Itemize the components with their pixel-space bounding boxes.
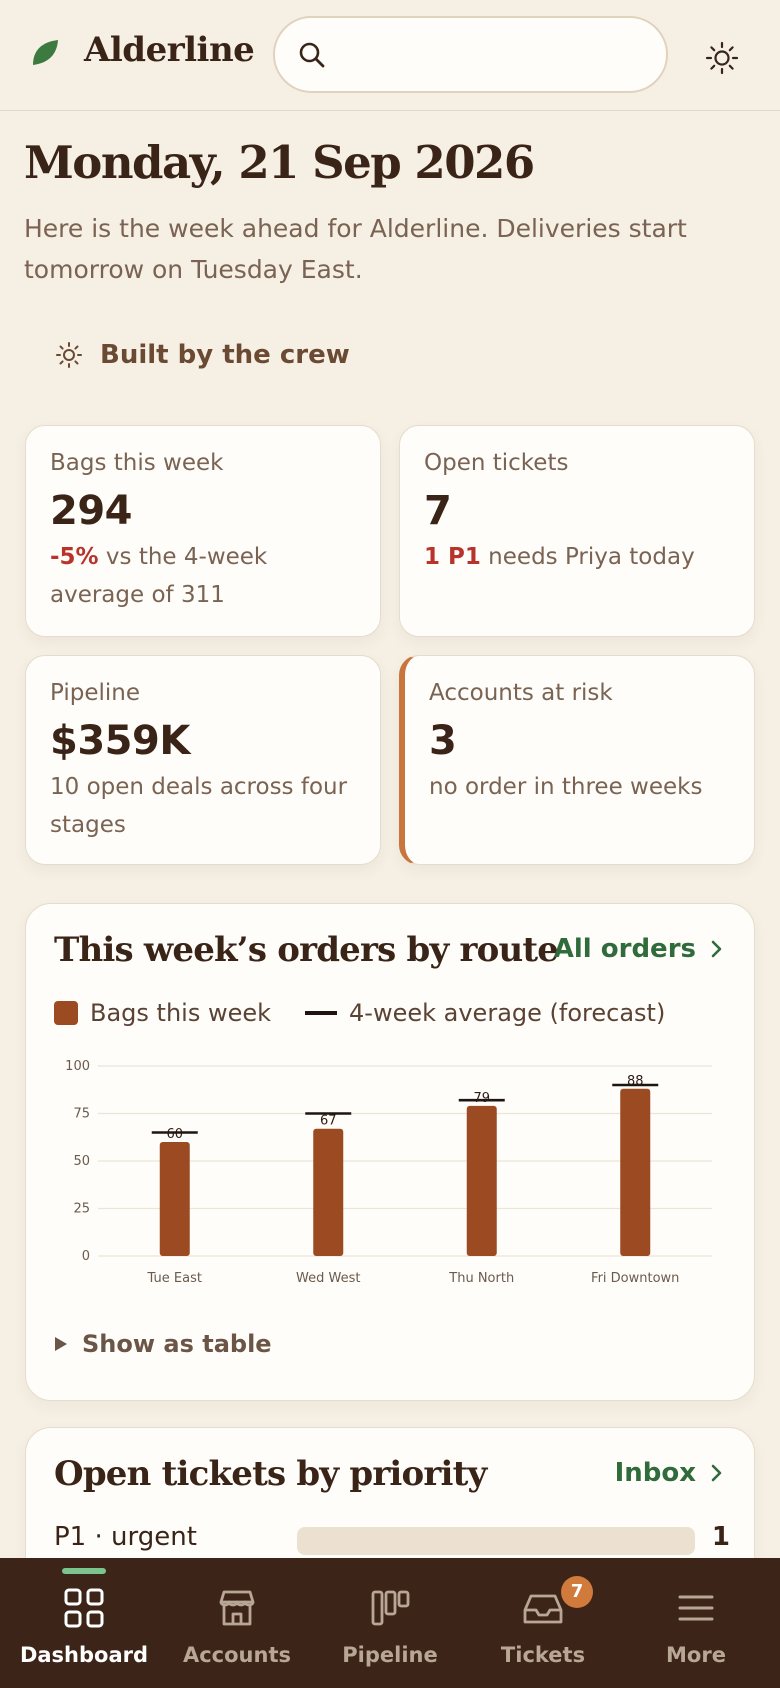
nav-label: Dashboard	[19, 1643, 149, 1667]
triangle-right-icon	[55, 1337, 67, 1351]
nav-pipeline[interactable]: Pipeline	[312, 1558, 468, 1688]
x-tick-label: Wed West	[296, 1271, 360, 1286]
link-label: Inbox	[614, 1458, 696, 1488]
all-orders-link[interactable]: All orders	[554, 934, 724, 964]
kpi-bags[interactable]: Bags this week 294 -5% vs the 4-week ave…	[25, 425, 381, 637]
search-icon	[299, 42, 325, 68]
kpi-pipeline[interactable]: Pipeline $359K 10 open deals across four…	[25, 655, 381, 865]
active-indicator	[62, 1568, 106, 1574]
chevron-right-icon	[711, 940, 722, 958]
legend-label: 4-week average (forecast)	[349, 999, 666, 1027]
crew-label: Built by the crew	[100, 340, 350, 370]
kpi-value: 294	[50, 488, 133, 534]
legend-swatch-bar	[54, 1001, 78, 1025]
kpi-value: $359K	[50, 718, 190, 764]
priority-row[interactable]: P1 · urgent 1	[54, 1520, 730, 1560]
x-tick-label: Thu North	[448, 1271, 514, 1286]
inbox-link[interactable]: Inbox	[615, 1458, 724, 1488]
page-subtitle: Here is the week ahead for Alderline. De…	[24, 214, 687, 284]
nav-accounts[interactable]: Accounts	[159, 1558, 315, 1688]
kpi-value: 3	[429, 718, 457, 764]
kpi-tickets[interactable]: Open tickets 7 1 P1 needs Priya today	[399, 425, 755, 637]
kpi-value: 7	[424, 488, 452, 534]
kpi-label: Pipeline	[50, 680, 141, 706]
search-input[interactable]	[337, 34, 647, 76]
bottom-nav: Dashboard Accounts Pipeline 7 T	[0, 1558, 780, 1688]
inbox-icon	[523, 1594, 563, 1624]
priority-bar	[297, 1527, 695, 1555]
data-label: 88	[627, 1074, 644, 1089]
app-header: Alderline	[0, 0, 780, 111]
kpi-note: -5% vs the 4-week average of 311	[50, 538, 356, 614]
nav-label: More	[666, 1643, 726, 1667]
kpi-note: no order in three weeks	[429, 774, 703, 800]
nav-label: Accounts	[182, 1643, 291, 1667]
y-tick-label: 50	[73, 1154, 90, 1169]
crew-credit: Built by the crew	[54, 338, 350, 372]
kpi-note: 10 open deals across four stages	[50, 774, 348, 838]
kpi-priority: 1 P1	[424, 544, 481, 570]
bar	[620, 1088, 651, 1256]
sun-icon	[56, 342, 82, 368]
kpi-label: Accounts at risk	[429, 680, 613, 706]
data-label: 60	[166, 1127, 183, 1142]
orders-bar-chart: 100 75 50 25 0 60 Tue East 67 Wed West 79 Thu Nort…	[65, 1059, 712, 1286]
orders-by-route-panel: This week’s orders by route All orders B…	[25, 903, 755, 1401]
leaf-icon	[33, 40, 58, 65]
tickets-badge: 7	[561, 1576, 593, 1608]
show-as-table-toggle[interactable]: Show as table	[54, 1330, 272, 1358]
sun-icon[interactable]	[702, 38, 742, 78]
bar	[466, 1105, 497, 1256]
legend-swatch-line	[305, 1011, 338, 1015]
store-icon	[219, 1590, 255, 1626]
y-tick-label: 0	[82, 1249, 90, 1264]
kpi-note-text: needs Priya today	[480, 544, 695, 570]
menu-icon	[678, 1595, 714, 1621]
y-tick-label: 25	[73, 1202, 90, 1217]
kpi-at-risk[interactable]: Accounts at risk 3 no order in three wee…	[399, 655, 755, 865]
link-label: All orders	[553, 934, 696, 964]
kpi-note-text: vs the 4-week average of 311	[50, 544, 268, 608]
panel-title: Open tickets by priority	[54, 1454, 487, 1494]
y-tick-label: 75	[73, 1107, 90, 1122]
priority-count: 1	[711, 1522, 730, 1552]
nav-label: Tickets	[500, 1643, 586, 1667]
x-tick-label: Fri Downtown	[591, 1271, 679, 1286]
priority-label: P1 · urgent	[54, 1522, 197, 1552]
kpi-label: Bags this week	[50, 450, 224, 476]
panel-title: This week’s orders by route	[54, 930, 559, 970]
data-label: 79	[473, 1091, 490, 1106]
bar	[313, 1128, 344, 1256]
nav-label: Pipeline	[342, 1643, 438, 1667]
grid-icon	[64, 1588, 104, 1628]
data-label: 67	[320, 1114, 337, 1129]
legend-label: Bags this week	[90, 999, 272, 1027]
kpi-change: -5%	[50, 544, 99, 570]
toggle-label: Show as table	[82, 1330, 272, 1358]
kpi-label: Open tickets	[424, 450, 569, 476]
bar	[159, 1142, 190, 1256]
chevron-right-icon	[711, 1464, 722, 1482]
brand-name: Alderline	[84, 30, 255, 70]
page-title: Monday, 21 Sep 2026	[24, 136, 535, 189]
kanban-icon	[371, 1590, 410, 1626]
kpi-note: 1 P1 needs Priya today	[424, 538, 730, 576]
chart-legend: Bags this week 4-week average (forecast)	[54, 999, 665, 1027]
y-tick-label: 100	[65, 1059, 90, 1074]
x-tick-label: Tue East	[147, 1271, 202, 1286]
nav-more[interactable]: More	[618, 1558, 774, 1688]
nav-tickets[interactable]: 7 Tickets	[465, 1558, 621, 1688]
search-box[interactable]	[273, 16, 668, 93]
nav-dashboard[interactable]: Dashboard	[6, 1558, 162, 1688]
